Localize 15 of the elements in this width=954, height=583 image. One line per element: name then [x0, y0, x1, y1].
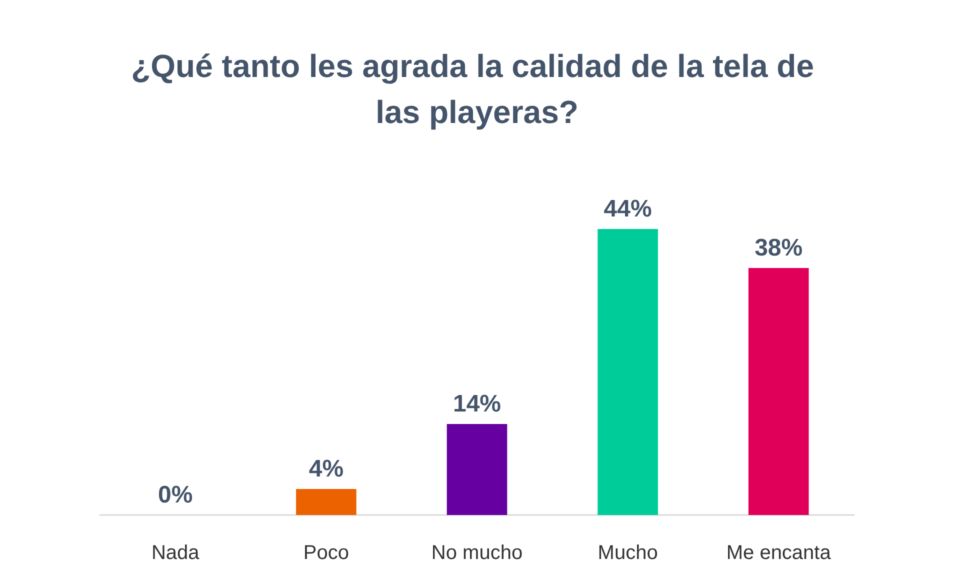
data-label: 38%	[754, 234, 803, 262]
data-label: 4%	[308, 456, 344, 482]
data-label: 0%	[158, 482, 193, 508]
bar	[446, 424, 508, 515]
x-tick-label: Nada	[151, 542, 200, 564]
x-tick-label: Mucho	[598, 542, 658, 564]
data-label: 14%	[452, 390, 502, 418]
x-tick-label: Me encanta	[726, 542, 832, 564]
chart-title: ¿Qué tanto les agrada la calidad de la tela de las playeras?	[131, 48, 823, 130]
bar	[748, 268, 809, 515]
data-label: 44%	[604, 196, 652, 222]
x-tick-label: Poco	[303, 542, 349, 564]
bar	[598, 229, 658, 515]
bar	[296, 489, 356, 515]
x-tick-label: No mucho	[431, 542, 523, 564]
